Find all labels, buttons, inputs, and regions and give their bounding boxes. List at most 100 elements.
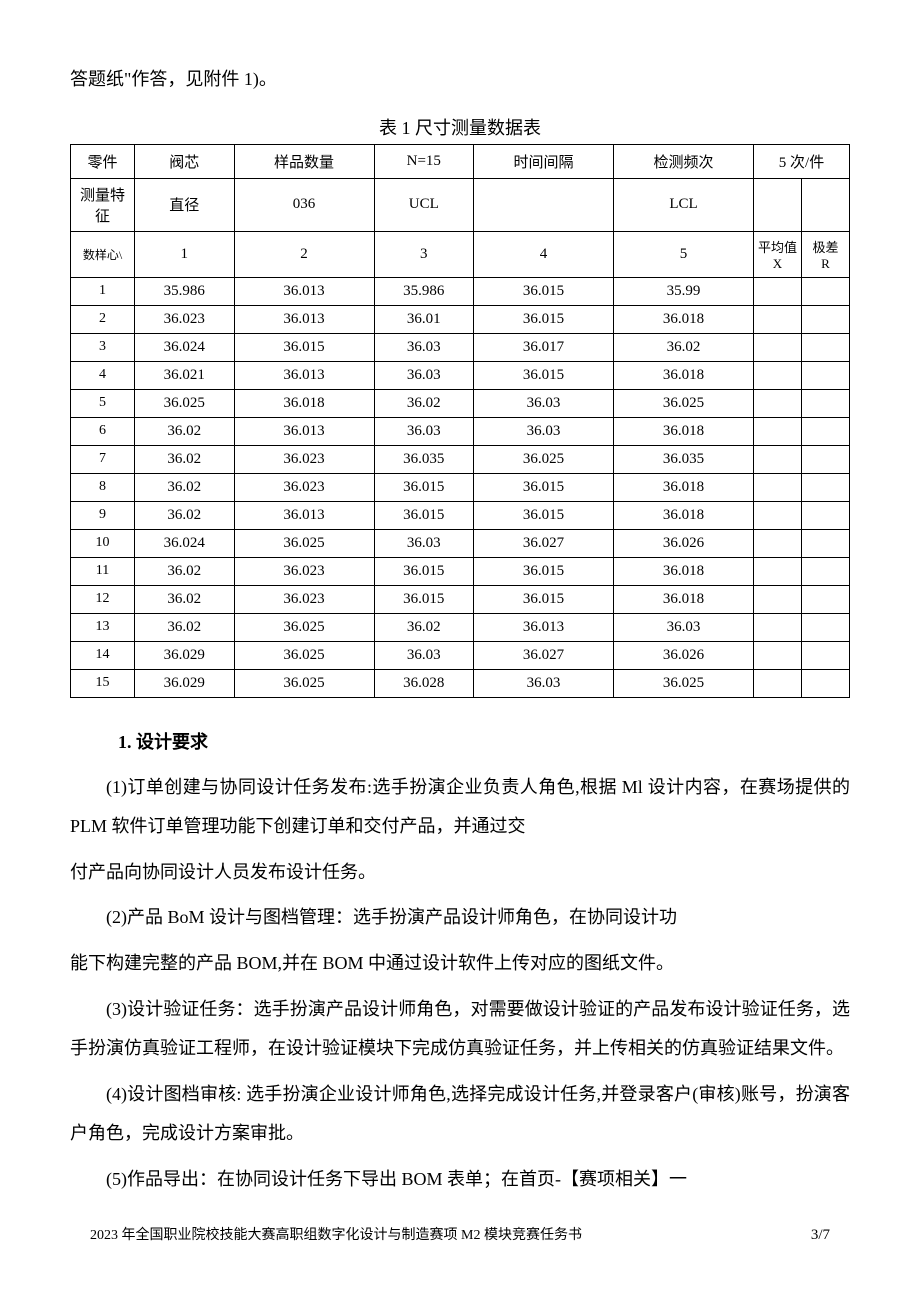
table-cell: 11 xyxy=(71,557,135,585)
paragraph-4: (4)设计图档审核: 选手扮演企业设计师角色,选择完成设计任务,并登录客户(审核… xyxy=(70,1075,850,1154)
table-cell: 35.986 xyxy=(135,277,235,305)
hdr-cell xyxy=(474,178,614,231)
table-row: 636.0236.01336.0336.0336.018 xyxy=(71,417,850,445)
table-cell: 36.02 xyxy=(374,613,474,641)
hdr-cell: 测量特征 xyxy=(71,178,135,231)
table-cell: 9 xyxy=(71,501,135,529)
hdr-cell: 阀芯 xyxy=(135,144,235,178)
table-cell: 3 xyxy=(71,333,135,361)
table-cell: 36.02 xyxy=(614,333,754,361)
table-cell xyxy=(754,529,802,557)
table-cell xyxy=(802,613,850,641)
table-cell xyxy=(754,333,802,361)
table-row: 436.02136.01336.0336.01536.018 xyxy=(71,361,850,389)
table-cell xyxy=(754,389,802,417)
table-cell: 36.02 xyxy=(135,473,235,501)
table-cell: 2 xyxy=(71,305,135,333)
table-cell xyxy=(754,277,802,305)
table-cell: 36.02 xyxy=(135,585,235,613)
table-cell: 1 xyxy=(71,277,135,305)
table-cell xyxy=(802,669,850,697)
table-cell xyxy=(802,361,850,389)
table-cell: 12 xyxy=(71,585,135,613)
measurement-table: 零件 阀芯 样品数量 N=15 时间间隔 检测频次 5 次/件 测量特征 直径 … xyxy=(70,144,850,698)
table-row: 1536.02936.02536.02836.0336.025 xyxy=(71,669,850,697)
table-cell: 36.018 xyxy=(614,557,754,585)
hdr-cell: LCL xyxy=(614,178,754,231)
table-row: 736.0236.02336.03536.02536.035 xyxy=(71,445,850,473)
table-cell xyxy=(802,585,850,613)
table-cell xyxy=(754,641,802,669)
table-cell xyxy=(754,473,802,501)
table-cell: 36.01 xyxy=(374,305,474,333)
table-cell: 36.024 xyxy=(135,529,235,557)
table-cell xyxy=(754,501,802,529)
table-cell: 36.013 xyxy=(474,613,614,641)
table-cell: 36.015 xyxy=(474,361,614,389)
table-cell: 36.015 xyxy=(474,557,614,585)
table-cell: 36.015 xyxy=(474,277,614,305)
table-cell: 36.02 xyxy=(135,557,235,585)
paragraph-1b: 付产品向协同设计人员发布设计任务。 xyxy=(70,853,850,893)
table-cell: 36.025 xyxy=(614,669,754,697)
paragraph-5: (5)作品导出：在协同设计任务下导出 BOM 表单；在首页-【赛项相关】一 xyxy=(70,1160,850,1200)
table-cell: 5 xyxy=(71,389,135,417)
hdr-cell: 1 xyxy=(135,231,235,277)
footer-text: 2023 年全国职业院校技能大赛高职组数字化设计与制造赛项 M2 模块竞赛任务书 xyxy=(90,1224,582,1244)
table-cell: 15 xyxy=(71,669,135,697)
table-cell: 36.018 xyxy=(614,305,754,333)
table-cell: 36.03 xyxy=(374,417,474,445)
table-cell: 4 xyxy=(71,361,135,389)
table-cell: 36.028 xyxy=(374,669,474,697)
table-row: 836.0236.02336.01536.01536.018 xyxy=(71,473,850,501)
table-cell xyxy=(754,557,802,585)
hdr-cell: N=15 xyxy=(374,144,474,178)
table-cell xyxy=(802,473,850,501)
table-cell: 36.027 xyxy=(474,529,614,557)
table-cell: 14 xyxy=(71,641,135,669)
table-cell: 36.013 xyxy=(234,277,374,305)
table-cell: 36.03 xyxy=(474,669,614,697)
table-cell xyxy=(802,333,850,361)
table-row: 936.0236.01336.01536.01536.018 xyxy=(71,501,850,529)
table-cell: 36.03 xyxy=(474,389,614,417)
hdr-cell: 5 次/件 xyxy=(754,144,850,178)
table-cell: 8 xyxy=(71,473,135,501)
table-cell: 35.986 xyxy=(374,277,474,305)
table-cell xyxy=(802,557,850,585)
table-cell: 36.015 xyxy=(374,557,474,585)
table-cell: 36.018 xyxy=(614,417,754,445)
intro-text: 答题纸"作答，见附件 1)。 xyxy=(70,60,850,100)
table-row: 1436.02936.02536.0336.02736.026 xyxy=(71,641,850,669)
table-cell: 36.02 xyxy=(135,613,235,641)
table-cell: 36.024 xyxy=(135,333,235,361)
hdr-cell: 数样心\ xyxy=(71,231,135,277)
table-cell xyxy=(754,585,802,613)
table-cell: 36.03 xyxy=(374,361,474,389)
table-cell xyxy=(802,305,850,333)
hdr-cell-range: 极差 R xyxy=(802,231,850,277)
paragraph-3: (3)设计验证任务：选手扮演产品设计师角色，对需要做设计验证的产品发布设计验证任… xyxy=(70,990,850,1069)
table-cell xyxy=(802,277,850,305)
table-cell: 36.015 xyxy=(374,501,474,529)
hdr-cell: 零件 xyxy=(71,144,135,178)
table-row: 236.02336.01336.0136.01536.018 xyxy=(71,305,850,333)
table-cell: 36.029 xyxy=(135,641,235,669)
table-cell xyxy=(802,501,850,529)
table-cell xyxy=(754,445,802,473)
table-cell: 36.025 xyxy=(234,641,374,669)
table-cell: 36.013 xyxy=(234,305,374,333)
table-cell: 36.018 xyxy=(614,585,754,613)
table-cell: 36.023 xyxy=(234,557,374,585)
hdr-cell: 4 xyxy=(474,231,614,277)
paragraph-1a: (1)订单创建与协同设计任务发布:选手扮演企业负责人角色,根据 Ml 设计内容，… xyxy=(70,768,850,847)
table-row: 135.98636.01335.98636.01535.99 xyxy=(71,277,850,305)
table-row: 1036.02436.02536.0336.02736.026 xyxy=(71,529,850,557)
table-cell: 36.023 xyxy=(234,473,374,501)
table-header-row-2: 测量特征 直径 036 UCL LCL xyxy=(71,178,850,231)
table-cell: 36.02 xyxy=(135,417,235,445)
table-cell: 6 xyxy=(71,417,135,445)
table-cell: 36.023 xyxy=(234,445,374,473)
table-row: 536.02536.01836.0236.0336.025 xyxy=(71,389,850,417)
table-cell: 36.015 xyxy=(474,501,614,529)
